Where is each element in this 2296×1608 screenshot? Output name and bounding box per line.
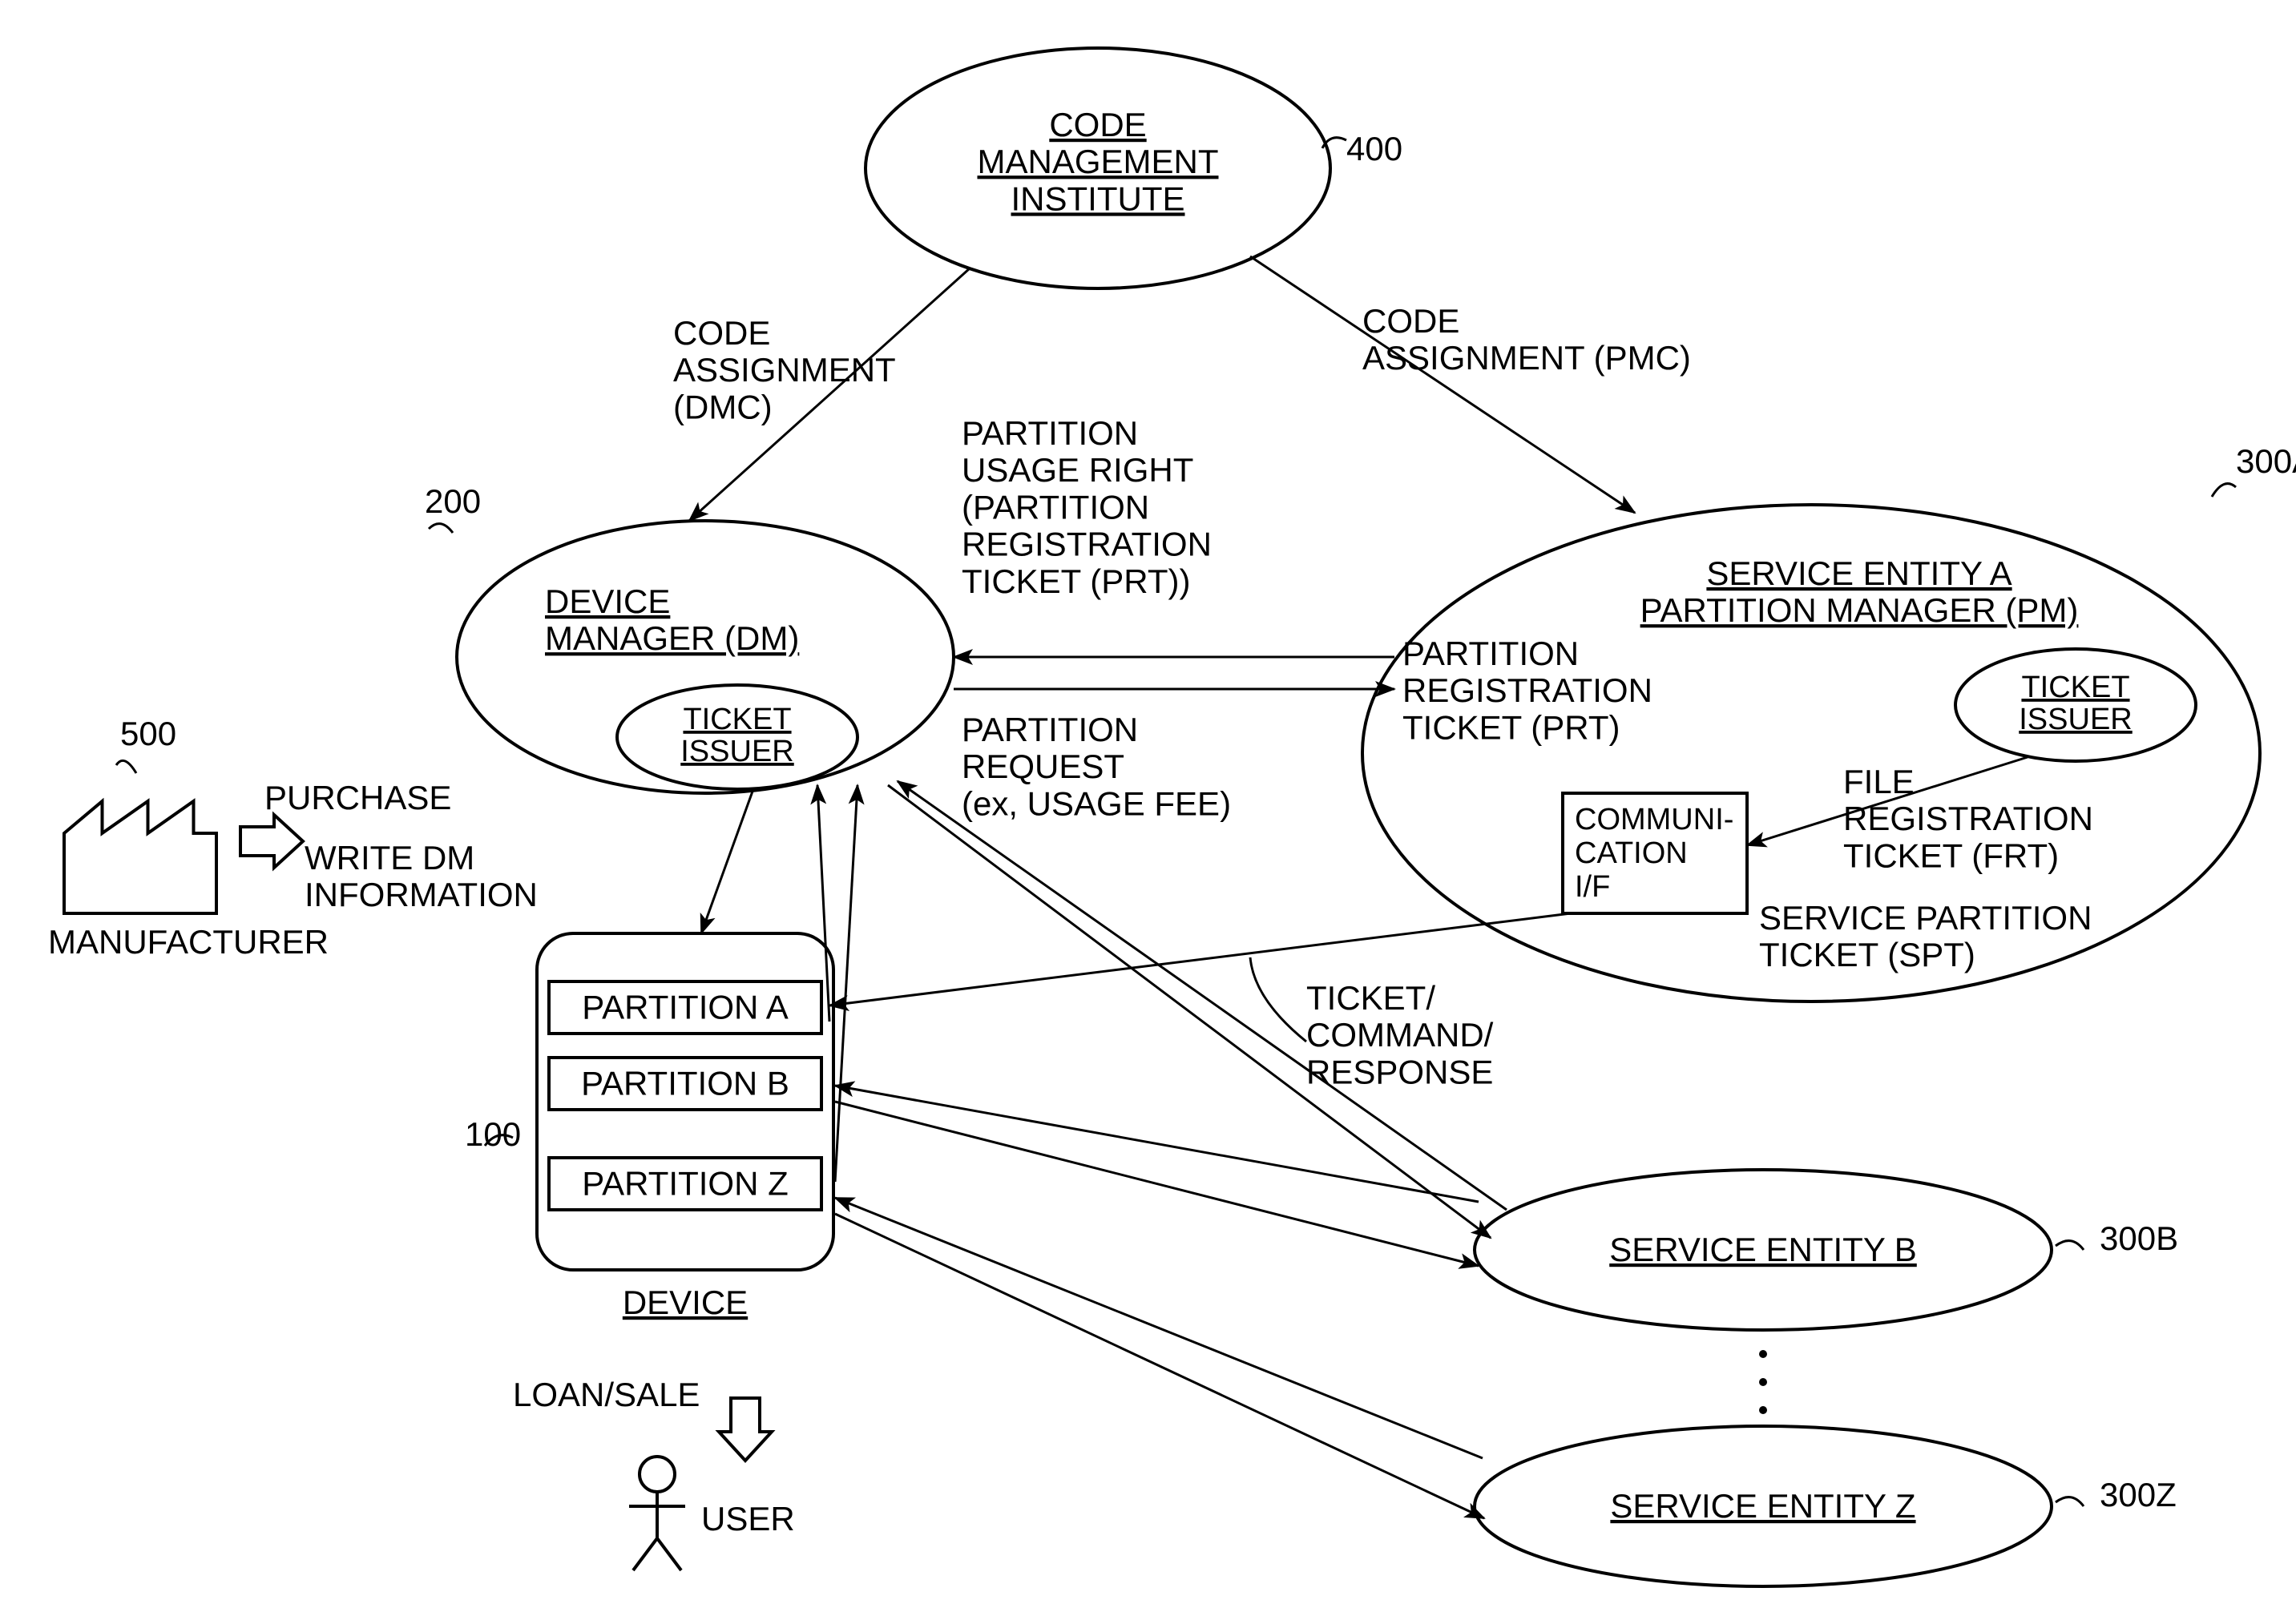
edge	[701, 789, 753, 933]
svg-text:(PARTITION: (PARTITION	[962, 488, 1149, 526]
svg-text:TICKET (SPT): TICKET (SPT)	[1759, 936, 1975, 973]
svg-text:CODE: CODE	[1362, 302, 1459, 340]
svg-text:PARTITION: PARTITION	[962, 711, 1138, 748]
svg-text:300A: 300A	[2236, 442, 2296, 480]
svg-text:PARTITION B: PARTITION B	[581, 1065, 789, 1102]
svg-text:CATION: CATION	[1575, 836, 1688, 870]
svg-text:USER: USER	[701, 1500, 795, 1537]
edge	[835, 1214, 1484, 1518]
edge	[835, 1198, 1483, 1458]
user-icon	[640, 1457, 675, 1492]
svg-text:500: 500	[120, 715, 176, 752]
svg-text:MANAGER (DM): MANAGER (DM)	[545, 619, 799, 657]
svg-text:CODE: CODE	[673, 314, 770, 352]
svg-text:DEVICE: DEVICE	[545, 582, 670, 620]
svg-text:400: 400	[1346, 130, 1402, 167]
edge	[1250, 256, 1635, 513]
svg-text:REGISTRATION: REGISTRATION	[1843, 800, 2093, 837]
edge	[829, 913, 1571, 1006]
svg-text:REQUEST: REQUEST	[962, 748, 1124, 785]
svg-text:SERVICE ENTITY Z: SERVICE ENTITY Z	[1610, 1487, 1915, 1525]
svg-text:DEVICE: DEVICE	[623, 1284, 748, 1321]
hollow-arrow-icon	[240, 815, 303, 868]
edge	[835, 785, 857, 1182]
svg-text:MANUFACTURER: MANUFACTURER	[48, 923, 329, 961]
factory-icon	[64, 801, 216, 913]
svg-text:TICKET (PRT): TICKET (PRT)	[1402, 708, 1620, 746]
svg-text:MANAGEMENT: MANAGEMENT	[977, 143, 1218, 180]
svg-text:USAGE RIGHT: USAGE RIGHT	[962, 451, 1193, 489]
svg-text:I/F: I/F	[1575, 870, 1610, 904]
svg-text:TICKET (FRT): TICKET (FRT)	[1843, 836, 2059, 874]
svg-text:300Z: 300Z	[2100, 1476, 2177, 1513]
diagram-canvas: CODEMANAGEMENTINSTITUTE400DEVICEMANAGER …	[0, 0, 2296, 1608]
svg-text:TICKET: TICKET	[683, 703, 791, 736]
svg-text:300B: 300B	[2100, 1219, 2178, 1257]
svg-text:WRITE DM: WRITE DM	[305, 839, 474, 877]
svg-text:(ex, USAGE FEE): (ex, USAGE FEE)	[962, 784, 1231, 822]
svg-text:(DMC): (DMC)	[673, 388, 773, 425]
svg-text:TICKET (PRT)): TICKET (PRT))	[962, 562, 1190, 600]
svg-text:100: 100	[465, 1115, 521, 1153]
svg-text:REGISTRATION: REGISTRATION	[1402, 671, 1652, 709]
svg-text:PURCHASE: PURCHASE	[264, 779, 451, 816]
svg-text:REGISTRATION: REGISTRATION	[962, 526, 1212, 563]
svg-text:PARTITION A: PARTITION A	[582, 989, 789, 1026]
svg-text:ASSIGNMENT: ASSIGNMENT	[673, 351, 896, 389]
svg-text:RESPONSE: RESPONSE	[1306, 1053, 1493, 1090]
svg-text:PARTITION: PARTITION	[962, 414, 1138, 452]
svg-text:FILE: FILE	[1843, 763, 1915, 800]
svg-text:CODE: CODE	[1049, 106, 1146, 143]
svg-text:SERVICE ENTITY A: SERVICE ENTITY A	[1706, 554, 2012, 592]
svg-text:COMMAND/: COMMAND/	[1306, 1016, 1494, 1054]
svg-text:ISSUER: ISSUER	[680, 735, 793, 768]
svg-text:ISSUER: ISSUER	[2019, 703, 2132, 736]
svg-text:INFORMATION: INFORMATION	[305, 876, 538, 913]
svg-text:TICKET/: TICKET/	[1306, 979, 1435, 1017]
svg-text:SERVICE ENTITY B: SERVICE ENTITY B	[1609, 1231, 1917, 1268]
svg-text:COMMUNI-: COMMUNI-	[1575, 803, 1733, 836]
svg-text:PARTITION: PARTITION	[1402, 635, 1579, 672]
hollow-arrow-icon	[719, 1398, 772, 1461]
svg-text:PARTITION MANAGER (PM): PARTITION MANAGER (PM)	[1640, 591, 2079, 629]
svg-text:TICKET: TICKET	[2021, 671, 2129, 704]
edge	[817, 785, 829, 1022]
svg-text:PARTITION Z: PARTITION Z	[582, 1165, 788, 1203]
svg-text:200: 200	[425, 482, 481, 520]
svg-text:SERVICE PARTITION: SERVICE PARTITION	[1759, 899, 2092, 937]
svg-text:LOAN/SALE: LOAN/SALE	[513, 1376, 700, 1413]
svg-text:ASSIGNMENT (PMC): ASSIGNMENT (PMC)	[1362, 339, 1691, 377]
svg-text:INSTITUTE: INSTITUTE	[1011, 179, 1185, 217]
